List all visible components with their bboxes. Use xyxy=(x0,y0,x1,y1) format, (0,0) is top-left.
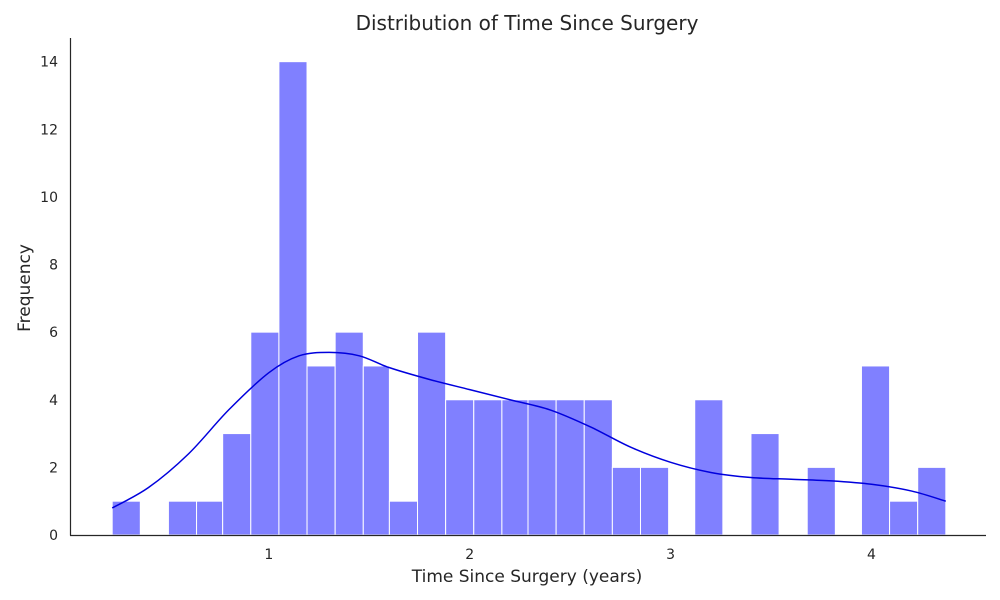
bars-group xyxy=(111,61,947,536)
histogram-bar-8 xyxy=(334,331,364,536)
histogram-bar-3 xyxy=(196,500,224,536)
histogram-bar-25 xyxy=(806,466,836,536)
histogram-bar-11 xyxy=(417,331,447,536)
histogram-bar-21 xyxy=(694,399,724,536)
histogram-bar-10 xyxy=(388,500,419,536)
histogram-bar-6 xyxy=(278,61,308,536)
histogram-bar-14 xyxy=(501,399,529,536)
histogram-bar-29 xyxy=(917,466,947,536)
y-tick-label-10: 10 xyxy=(40,190,58,206)
histogram-bar-27 xyxy=(860,365,891,536)
kde-curve xyxy=(111,351,947,509)
y-axis-label: Frequency xyxy=(15,244,35,332)
y-tick-label-6: 6 xyxy=(49,325,58,341)
histogram-bar-5 xyxy=(250,331,280,536)
histogram-bar-9 xyxy=(362,365,390,536)
histogram-bar-28 xyxy=(889,500,919,536)
histogram-bar-17 xyxy=(583,399,613,536)
histogram-bar-12 xyxy=(445,399,475,536)
histogram-bar-7 xyxy=(306,365,336,536)
y-ticks-group: 0 2 4 6 8 10 12 14 xyxy=(40,55,58,544)
histogram-bar-2 xyxy=(167,500,198,536)
histogram-bar-4 xyxy=(222,433,252,536)
x-tick-label-3: 3 xyxy=(666,547,675,563)
y-tick-label-12: 12 xyxy=(40,122,58,138)
histogram-bar-13 xyxy=(473,399,503,536)
x-ticks-group: 1 2 3 4 xyxy=(264,547,876,563)
histogram-bar-0 xyxy=(111,500,141,536)
y-tick-label-2: 2 xyxy=(49,460,58,476)
x-tick-label-2: 2 xyxy=(465,547,474,563)
histogram-bar-18 xyxy=(611,466,641,536)
x-tick-label-4: 4 xyxy=(867,547,876,563)
y-tick-label-4: 4 xyxy=(49,393,58,409)
histogram-bar-15 xyxy=(527,399,557,536)
histogram-bar-16 xyxy=(555,399,585,536)
y-tick-label-14: 14 xyxy=(40,55,58,71)
x-tick-label-1: 1 xyxy=(264,547,273,563)
y-tick-label-8: 8 xyxy=(49,258,58,274)
histogram-bar-19 xyxy=(639,466,670,536)
x-axis-label: Time Since Surgery (years) xyxy=(411,567,643,587)
y-tick-label-0: 0 xyxy=(49,528,58,544)
histogram-bar-23 xyxy=(750,433,780,536)
chart-title: Distribution of Time Since Surgery xyxy=(356,11,699,35)
